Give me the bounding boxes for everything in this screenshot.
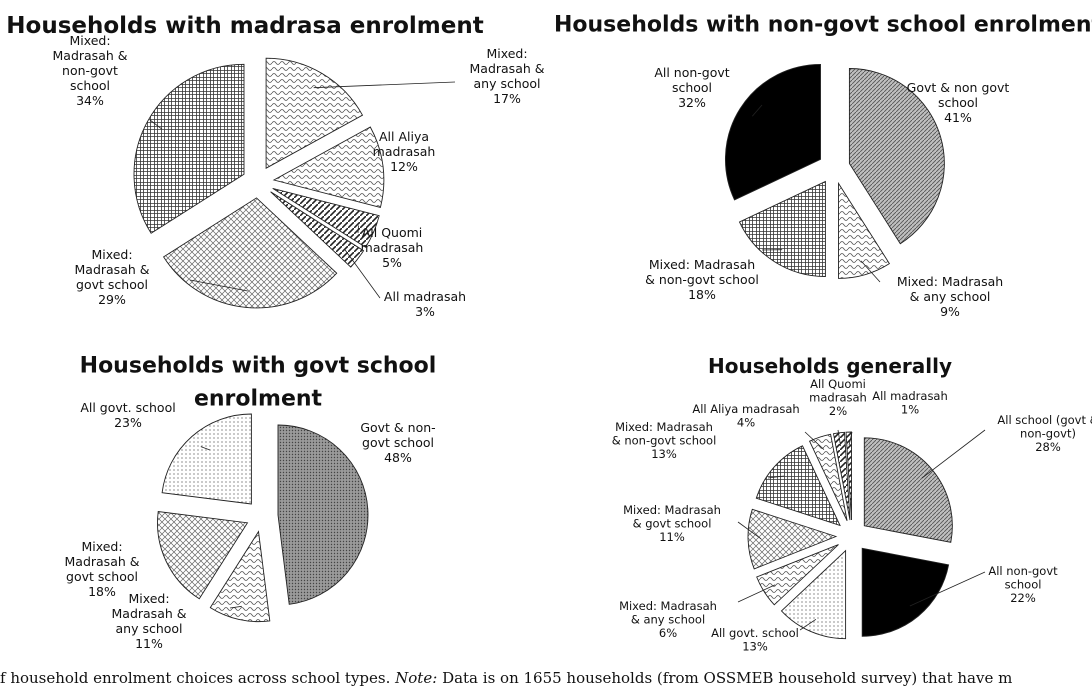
caption-text: Data is on 1655 households (from OSSMEB … xyxy=(442,669,1013,687)
pie-slice-all-aliya-madrasah xyxy=(272,126,385,208)
chart-title-line: enrolment xyxy=(194,387,323,412)
data-label-mixed-madrasah-govt-school: Mixed: Madrasah & govt school 18% xyxy=(65,539,140,599)
pie-chart-govt-school-enrolment: Households with govt school enrolment Govt… xyxy=(65,354,437,651)
pie-slice-all-govt-school xyxy=(161,413,252,505)
pie-slice-all-quomi-madrasah xyxy=(272,187,380,248)
data-label-all-govt-school: All govt. school 23% xyxy=(80,400,175,430)
pie-slice-govt-non-govt-school xyxy=(277,424,369,605)
pie-slice-mixed-madrasah-non-govt-school xyxy=(133,63,245,234)
leader-line xyxy=(200,446,211,451)
data-label-mixed-madrasah-any-school: Mixed: Madrasah & any school 11% xyxy=(112,591,187,651)
leader-line xyxy=(229,605,242,609)
pie-slice-mixed-madrasah-any-school xyxy=(838,181,891,279)
leader-line xyxy=(344,248,381,299)
leader-line xyxy=(909,571,986,607)
pie-slice-all-non-govt-school xyxy=(725,63,821,201)
chart-title-line: Households generally xyxy=(708,354,952,378)
leader-line xyxy=(848,431,853,446)
data-label-all-govt-school: All govt. school 13% xyxy=(711,626,799,654)
leader-line xyxy=(837,429,841,446)
pie-slice-mixed-madrasah-govt-school xyxy=(162,197,338,309)
data-label-mixed-madrasah-non-govt-school: Mixed: Madrasah & non-govt school 13% xyxy=(612,420,717,461)
leader-line xyxy=(860,260,881,283)
leader-line xyxy=(804,431,825,450)
pie-slice-mixed-madrasah-govt-school xyxy=(747,508,838,570)
pie-slice-mixed-madrasah-non-govt-school xyxy=(738,180,826,277)
data-label-all-madrasah: All madrasah 3% xyxy=(384,289,466,319)
leader-line xyxy=(799,618,817,631)
pie-slice-all-madrasah xyxy=(270,191,365,268)
leader-line xyxy=(921,429,986,479)
data-label-govt-non-govt-school: Govt & non-govt school 48% xyxy=(360,420,435,465)
data-label-govt-non-govt-school: Govt & non govt school 41% xyxy=(907,80,1010,125)
chart-title-line: Households with non-govt school enrolmen… xyxy=(554,13,1092,38)
figure-caption: f household enrolment choices across sch… xyxy=(0,666,1092,690)
pie-chart-non-govt-school-enrolment: Households with non-govt school enrolmen… xyxy=(554,13,1092,319)
pie-slice-govt-non-govt-school xyxy=(848,68,945,245)
pie-slice-all-quomi-madrasah xyxy=(832,431,851,521)
leader-line xyxy=(737,584,776,603)
data-label-all-non-govt-school: All non-govt school 32% xyxy=(654,65,729,110)
leader-line xyxy=(737,521,762,540)
pie-slice-all-aliya-madrasah xyxy=(809,433,848,521)
pie-slice-mixed-madrasah-govt-school xyxy=(157,510,249,600)
leader-line xyxy=(751,104,763,117)
chart-title-line: Households with govt school xyxy=(80,354,437,379)
pie-chart-households-generally: Households generally All school (govt & no… xyxy=(612,354,1092,654)
data-label-all-quomi-madrasah: All Quomi madrasah 5% xyxy=(361,225,424,270)
data-label-all-aliya-madrasah: All Aliya madrasah 4% xyxy=(692,402,799,430)
data-label-mixed-madrasah-any-school: Mixed: Madrasah & any school 9% xyxy=(897,274,1003,319)
leader-line xyxy=(313,81,456,89)
leader-line xyxy=(357,225,359,234)
pie-slice-all-madrasah xyxy=(845,431,852,521)
pie-slice-mixed-madrasah-any-school xyxy=(265,57,364,169)
data-label-all-aliya-madrasah: All Aliya madrasah 12% xyxy=(373,129,436,174)
pie-slice-mixed-madrasah-any-school xyxy=(209,530,271,622)
data-label-mixed-madrasah-any-school: Mixed: Madrasah & any school 17% xyxy=(470,46,545,106)
data-label-mixed-madrasah-govt-school: Mixed: Madrasah & govt school 29% xyxy=(75,247,150,307)
chart-title-line: Households with madrasa enrolment xyxy=(6,13,483,39)
data-label-all-non-govt-school: All non-govt school 22% xyxy=(988,564,1058,605)
caption-lead: f household enrolment choices across sch… xyxy=(0,669,391,687)
data-label-mixed-madrasah-non-govt-school: Mixed: Madrasah & non-govt school 34% xyxy=(53,33,128,108)
pie-slice-all-non-govt-school xyxy=(861,547,950,637)
data-label-mixed-madrasah-govt-school: Mixed: Madrasah & govt school 11% xyxy=(623,503,721,544)
leader-line xyxy=(189,279,248,292)
data-label-mixed-madrasah-any-school: Mixed: Madrasah & any school 6% xyxy=(619,599,717,640)
data-label-all-school-govt-non-govt: All school (govt & non-govt) 28% xyxy=(997,413,1092,454)
pie-slice-all-school-govt-non-govt xyxy=(863,437,953,543)
leader-line xyxy=(767,475,784,479)
caption-note-label: Note: xyxy=(395,669,438,687)
data-label-mixed-madrasah-non-govt-school: Mixed: Madrasah & non-govt school 18% xyxy=(645,257,759,302)
pie-slice-all-govt-school xyxy=(780,549,847,640)
pie-slice-mixed-madrasah-non-govt-school xyxy=(755,445,841,527)
data-label-all-quomi-madrasah: All Quomi madrasah 2% xyxy=(809,377,867,418)
data-label-all-madrasah: All madrasah 1% xyxy=(872,389,948,417)
leader-line xyxy=(149,119,163,130)
pie-slice-mixed-madrasah-any-school xyxy=(756,544,839,606)
